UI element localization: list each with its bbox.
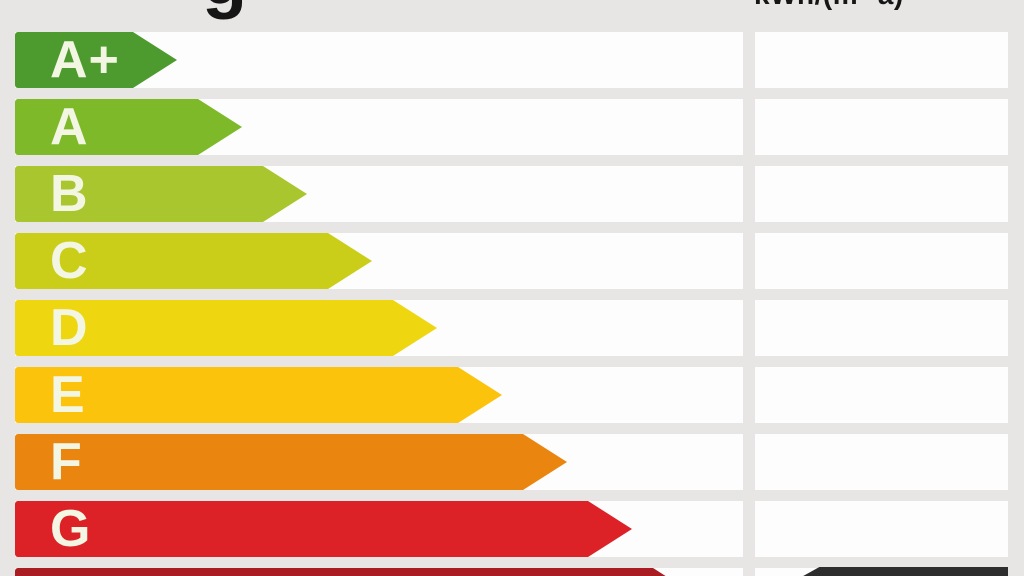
rating-arrow-e: E — [15, 367, 502, 423]
rating-letter: A — [50, 98, 89, 156]
rating-letter: C — [50, 232, 89, 290]
rating-row: C — [0, 233, 1024, 289]
rating-arrow-d: D — [15, 300, 437, 356]
rating-row: G — [0, 501, 1024, 557]
value-cell — [755, 300, 1008, 356]
value-cell — [755, 501, 1008, 557]
rating-letter: G — [50, 500, 92, 558]
unit-column-header: kWh/(m²·a) — [754, 0, 904, 9]
rating-arrow-g: G — [15, 501, 632, 557]
rating-row: A — [0, 99, 1024, 155]
rating-letter: F — [50, 433, 83, 491]
value-cell — [755, 99, 1008, 155]
rating-letter: A+ — [50, 31, 120, 89]
rating-arrow-c: C — [15, 233, 372, 289]
rating-row: E — [0, 367, 1024, 423]
rating-letter: D — [50, 299, 89, 357]
rating-row: D — [0, 300, 1024, 356]
rating-row: B — [0, 166, 1024, 222]
value-cell — [755, 166, 1008, 222]
rating-arrow-a: A — [15, 99, 242, 155]
value-cell — [755, 32, 1008, 88]
rating-arrow — [15, 568, 697, 576]
rating-arrow-b: B — [15, 166, 307, 222]
value-cell — [755, 233, 1008, 289]
rating-letter: E — [50, 366, 86, 424]
value-cell — [755, 434, 1008, 490]
rating-letter: B — [50, 165, 89, 223]
value-pointer-arrow — [778, 567, 1008, 576]
rating-row: A+ — [0, 32, 1024, 88]
rating-row: F — [0, 434, 1024, 490]
value-cell — [755, 367, 1008, 423]
rating-arrow-f: F — [15, 434, 567, 490]
page-title-fragment: g — [202, 0, 247, 16]
